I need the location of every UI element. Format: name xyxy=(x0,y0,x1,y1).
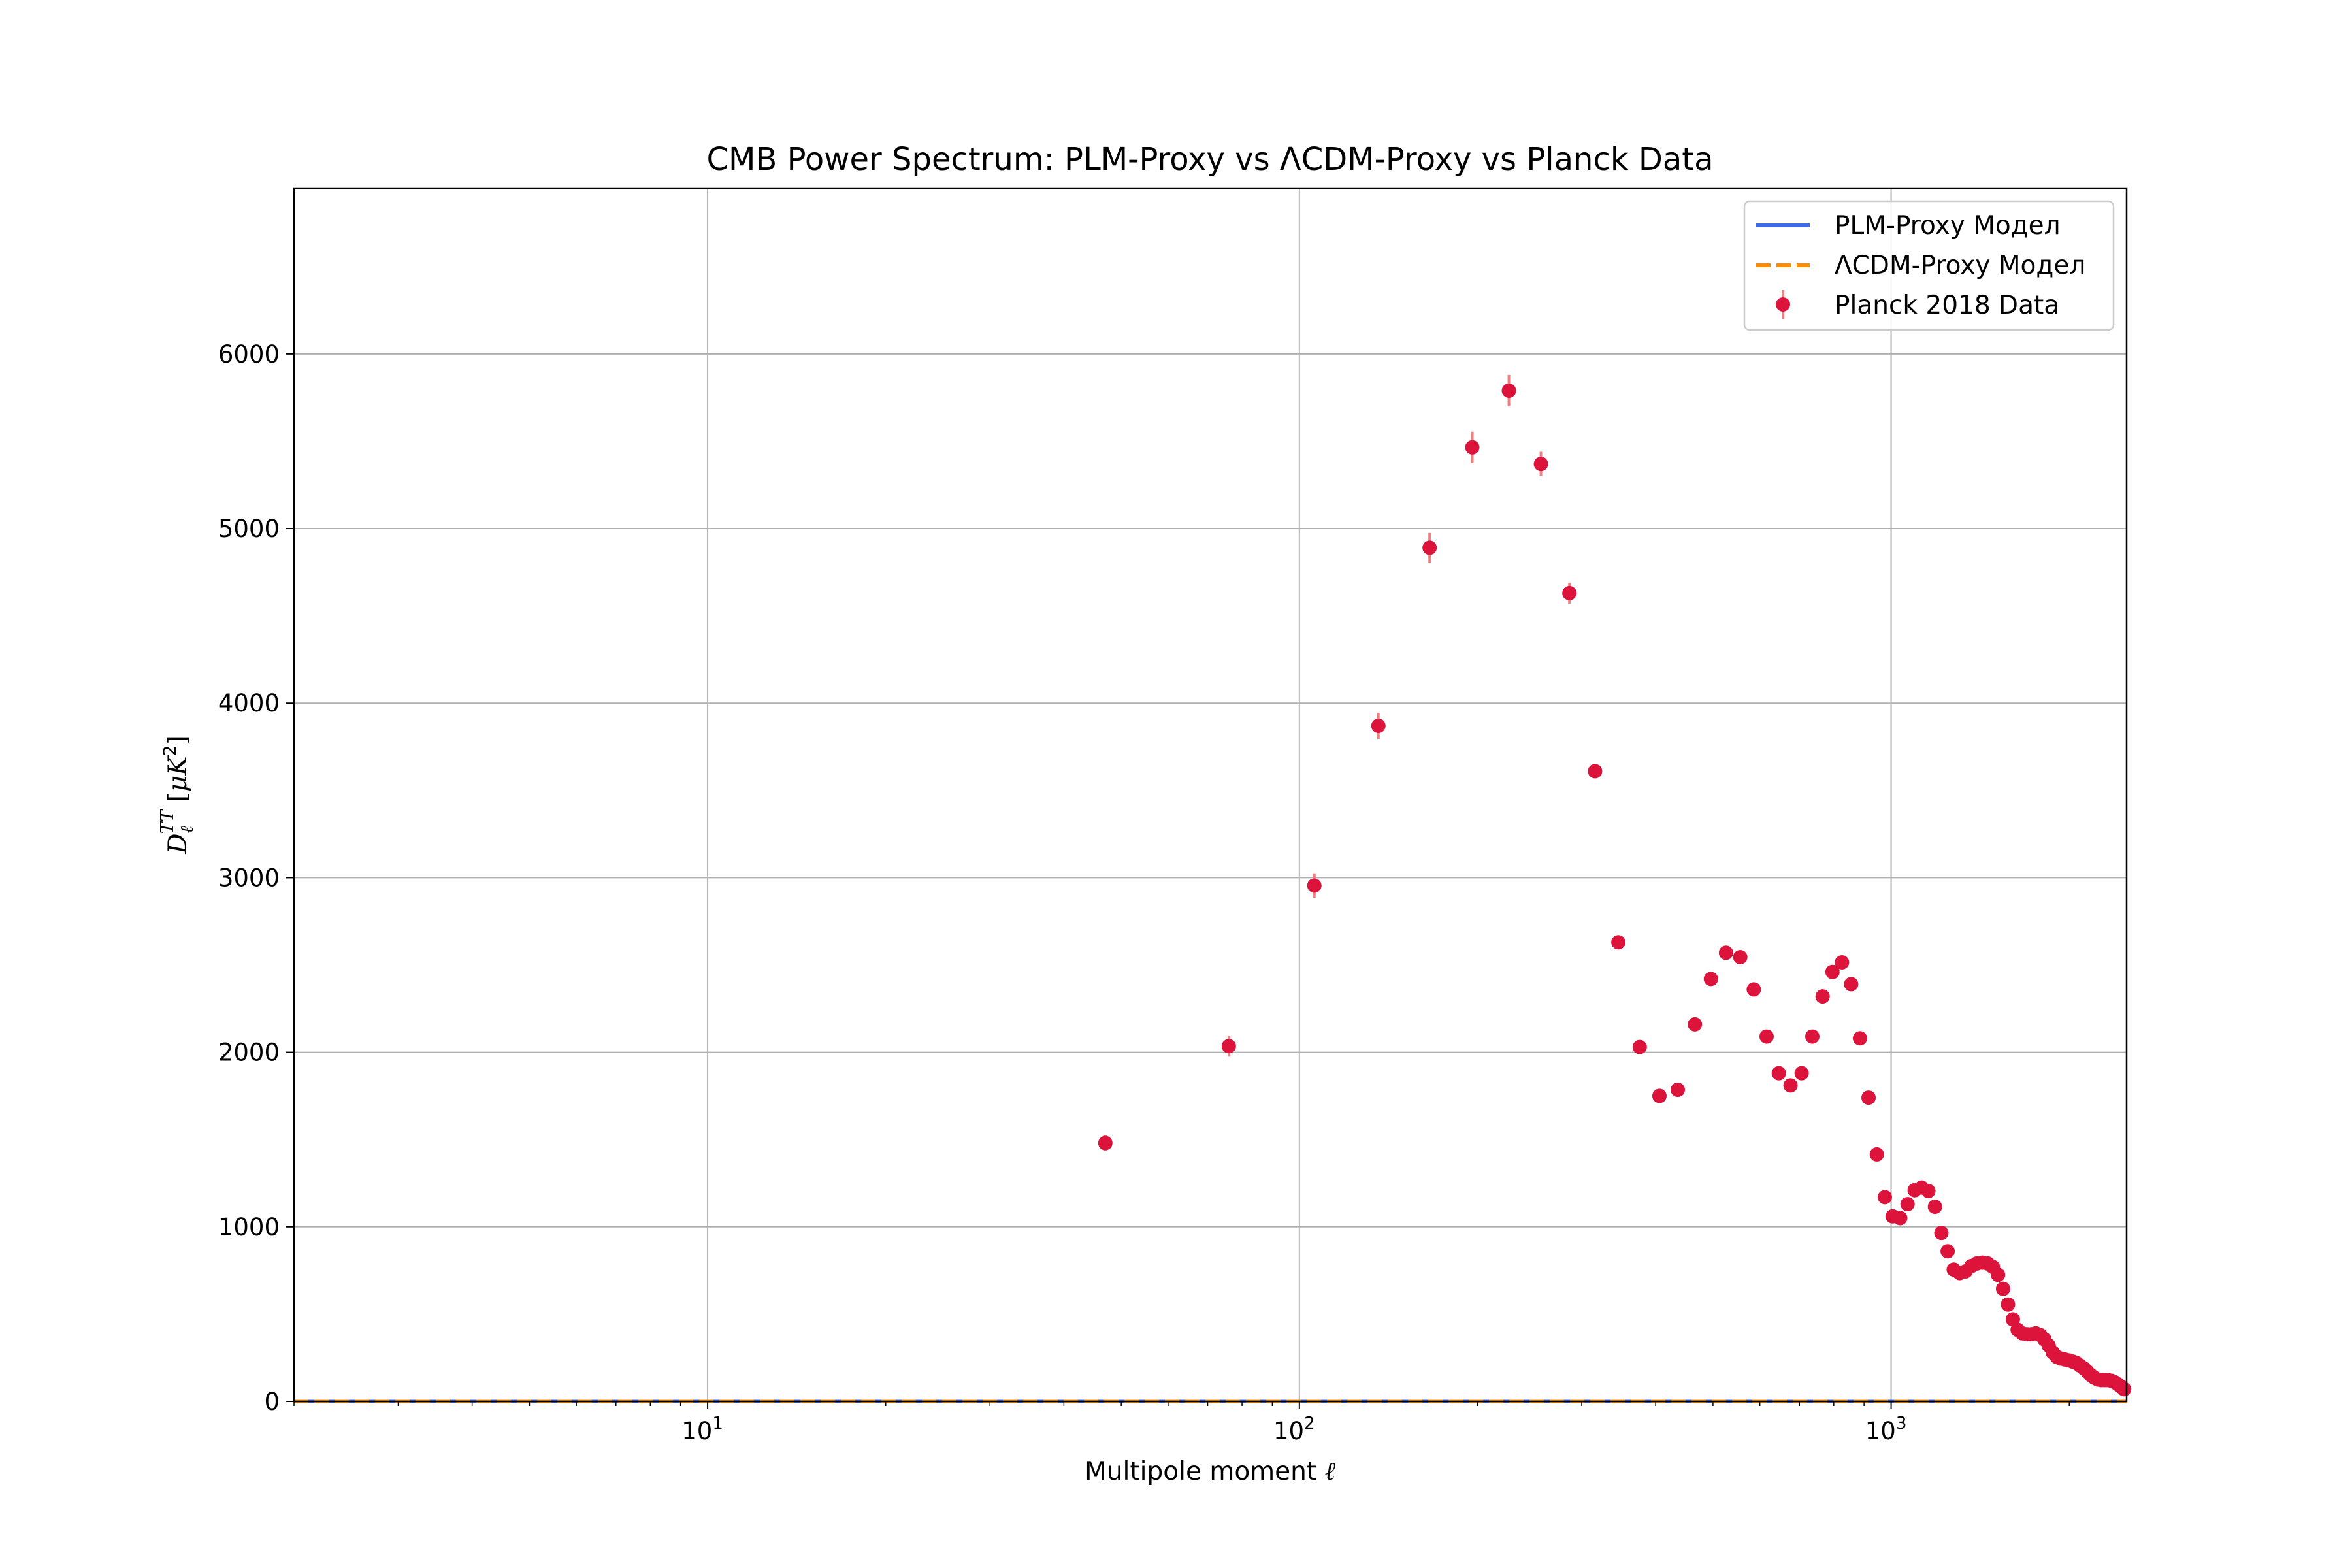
x-tick-label: 103 xyxy=(1865,1414,1907,1445)
planck-data-point xyxy=(1465,440,1480,455)
planck-data-point xyxy=(1995,1281,2010,1296)
planck-data-point xyxy=(1771,1066,1786,1081)
planck-data-point xyxy=(1991,1267,2006,1282)
planck-data-point xyxy=(1652,1088,1667,1103)
y-axis-label: DℓTT [μK2] xyxy=(157,735,197,855)
planck-data-point xyxy=(1900,1197,1915,1212)
planck-data-point xyxy=(1703,972,1718,987)
planck-data-point xyxy=(1098,1135,1113,1151)
y-tick-label: 4000 xyxy=(218,689,280,717)
y-tick-label: 1000 xyxy=(218,1213,280,1241)
legend-lcdm-label: ΛCDM-Proxy Модел xyxy=(1835,251,2085,280)
planck-data-point xyxy=(1934,1226,1949,1241)
legend: PLM-Proxy Модел ΛCDM-Proxy Модел Planck … xyxy=(1743,200,2115,331)
legend-frame xyxy=(1743,200,2115,331)
planck-data-point xyxy=(1688,1017,1703,1032)
x-tick-label: 101 xyxy=(681,1414,723,1445)
y-tick-label: 3000 xyxy=(218,864,280,892)
planck-data-point xyxy=(1733,949,1748,964)
y-tick-label: 2000 xyxy=(218,1039,280,1067)
planck-data-point xyxy=(1611,935,1626,950)
planck-data-point xyxy=(1718,945,1733,960)
planck-data-point xyxy=(1371,718,1386,733)
y-tick-label: 5000 xyxy=(218,515,280,543)
y-tick-label: 0 xyxy=(264,1388,280,1416)
planck-data-point xyxy=(1844,977,1859,992)
legend-planck-point-marker xyxy=(1776,297,1790,312)
planck-data-point xyxy=(2117,1382,2132,1397)
planck-data-point xyxy=(1815,989,1830,1004)
planck-data-point xyxy=(1878,1190,1893,1205)
planck-data-point xyxy=(1940,1244,1955,1259)
planck-data-point xyxy=(1422,540,1437,555)
planck-data-point xyxy=(1632,1039,1647,1054)
planck-data-point xyxy=(1588,764,1603,779)
legend-planck-label: Planck 2018 Data xyxy=(1835,291,2059,320)
planck-data-point xyxy=(1501,383,1516,398)
planck-data-point xyxy=(1794,1066,1809,1081)
planck-data-point xyxy=(1927,1200,1942,1215)
planck-data-point xyxy=(1759,1029,1774,1044)
planck-data-point xyxy=(1221,1039,1236,1054)
x-axis-label-ell: ℓ xyxy=(1325,1457,1336,1486)
plot-area-frame xyxy=(293,187,2128,1403)
x-axis-label-text: Multipole moment xyxy=(1085,1457,1324,1486)
planck-data-point xyxy=(1307,878,1322,893)
planck-data-point xyxy=(1533,457,1548,472)
planck-data-point xyxy=(1921,1184,1936,1199)
planck-data-point xyxy=(1562,585,1577,600)
planck-data-point xyxy=(1783,1078,1798,1093)
planck-data-point xyxy=(1671,1083,1686,1098)
legend-plm-label: PLM-Proxy Модел xyxy=(1835,211,2061,240)
x-axis-label: Multipole moment ℓ xyxy=(1085,1457,1335,1486)
svg-text:DℓTT [μK2]: DℓTT [μK2] xyxy=(157,735,197,855)
planck-data-point xyxy=(1805,1029,1820,1044)
planck-data-point xyxy=(1825,964,1840,979)
y-tick-label: 6000 xyxy=(218,340,280,368)
planck-data-point xyxy=(1852,1031,1867,1046)
chart-title: CMB Power Spectrum: PLM-Proxy vs ΛCDM-Pr… xyxy=(707,141,1714,178)
planck-data-point xyxy=(1861,1090,1876,1105)
planck-data-point xyxy=(1893,1211,1908,1226)
planck-data-point xyxy=(1746,982,1761,997)
axis-ticks: 0 1000 2000 3000 4000 5000 6000 101 102 103 xyxy=(218,340,2070,1445)
x-tick-label: 102 xyxy=(1273,1414,1315,1445)
planck-data-point xyxy=(2001,1297,2016,1312)
planck-data-point xyxy=(1835,955,1850,970)
planck-data-point xyxy=(1869,1147,1884,1162)
